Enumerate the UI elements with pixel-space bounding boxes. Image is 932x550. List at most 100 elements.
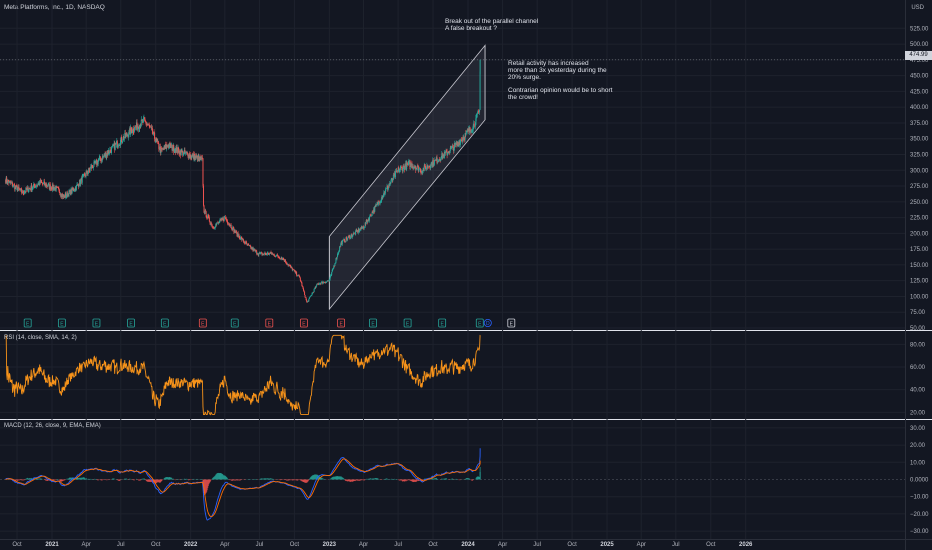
candle-body: [51, 184, 53, 190]
candle-body: [82, 176, 84, 177]
candle-body: [356, 230, 358, 232]
price-tick-label: 100.00: [910, 294, 929, 300]
candle-body: [454, 142, 456, 145]
candle-body: [441, 153, 443, 159]
candle-body: [439, 159, 441, 161]
candle-body: [454, 142, 456, 149]
candle-body: [84, 174, 86, 177]
rsi-pane: [5, 334, 481, 416]
candle-body: [60, 194, 62, 196]
candle-body: [187, 152, 189, 154]
candle-body: [18, 188, 20, 190]
candle-body: [375, 204, 377, 207]
candle-body: [391, 178, 393, 180]
candle-body: [200, 157, 202, 159]
candle-body: [406, 162, 408, 165]
candle-body: [294, 270, 296, 272]
candle-body: [363, 227, 365, 229]
signal-line: [5, 458, 481, 518]
candle-body: [473, 123, 475, 126]
candle-body: [244, 242, 246, 244]
price-tick-label: 200.00: [910, 231, 929, 237]
candle-body: [112, 144, 114, 146]
candle-body: [391, 178, 393, 181]
candle-body: [111, 146, 113, 148]
candle-body: [371, 212, 373, 216]
candle-body: [388, 185, 390, 187]
candle-body: [190, 157, 192, 159]
candle-body: [100, 159, 102, 162]
candle-body: [63, 194, 65, 197]
price-tick-label: 150.00: [910, 263, 929, 269]
candle-body: [82, 174, 84, 177]
candle-body: [232, 226, 234, 228]
candle-body: [363, 226, 365, 229]
candle-body: [160, 148, 162, 153]
candle-body: [415, 168, 417, 171]
candle-body: [53, 186, 55, 191]
candle-body: [407, 162, 409, 165]
candle-body: [53, 186, 55, 190]
candle-body: [340, 243, 342, 247]
candle-body: [175, 148, 177, 153]
candle-body: [121, 142, 123, 143]
candle-body: [183, 151, 185, 155]
candle-body: [472, 130, 474, 132]
candle-body: [273, 253, 275, 255]
candle-body: [433, 164, 435, 166]
candle-body: [183, 150, 185, 152]
candle-body: [288, 264, 290, 266]
candle-body: [332, 269, 334, 270]
macd-tick-label: 30.00: [910, 426, 926, 432]
candle-body: [284, 259, 286, 262]
candle-body: [365, 220, 367, 225]
candle-body: [314, 286, 316, 289]
candle-body: [70, 189, 72, 195]
candle-body: [168, 143, 170, 148]
candle-body: [100, 158, 102, 162]
candle-body: [151, 128, 153, 129]
candle-body: [325, 282, 327, 283]
candle-body: [172, 145, 174, 150]
candle-body: [368, 218, 370, 221]
candle-body: [225, 218, 227, 220]
candle-body: [367, 218, 369, 220]
candle-body: [150, 126, 152, 128]
candle-body: [410, 162, 412, 166]
candle-body: [108, 150, 110, 154]
candle-body: [227, 222, 229, 224]
candle-body: [110, 147, 112, 153]
candle-body: [116, 141, 118, 148]
candle-body: [234, 229, 236, 233]
candle-body: [355, 230, 357, 235]
candle-body: [395, 171, 397, 178]
candle-body: [422, 168, 424, 172]
candle-body: [386, 186, 388, 189]
candle-body: [54, 188, 56, 191]
candle-body: [149, 125, 151, 127]
candle-body: [215, 224, 217, 225]
candle-body: [282, 258, 284, 260]
rsi-tick-label: 40.00: [910, 388, 926, 394]
candle-body: [25, 187, 27, 192]
candle-body: [171, 144, 173, 151]
candle-body: [10, 182, 12, 184]
candle-body: [297, 275, 299, 277]
candle-body: [247, 244, 249, 246]
candle-body: [458, 142, 460, 146]
candle-body: [109, 149, 111, 154]
candle-body: [79, 179, 81, 186]
candle-body: [187, 153, 189, 158]
time-tick-label: Oct: [428, 542, 438, 548]
candle-body: [67, 193, 69, 197]
candle-body: [50, 187, 52, 190]
price-tick-label: 350.00: [910, 137, 929, 143]
candle-body: [87, 173, 89, 175]
candle-body: [133, 129, 135, 132]
candle-body: [164, 144, 166, 148]
candle-body: [57, 186, 59, 188]
candle-body: [198, 156, 200, 159]
candle-body: [23, 192, 25, 194]
candle-body: [431, 162, 433, 164]
